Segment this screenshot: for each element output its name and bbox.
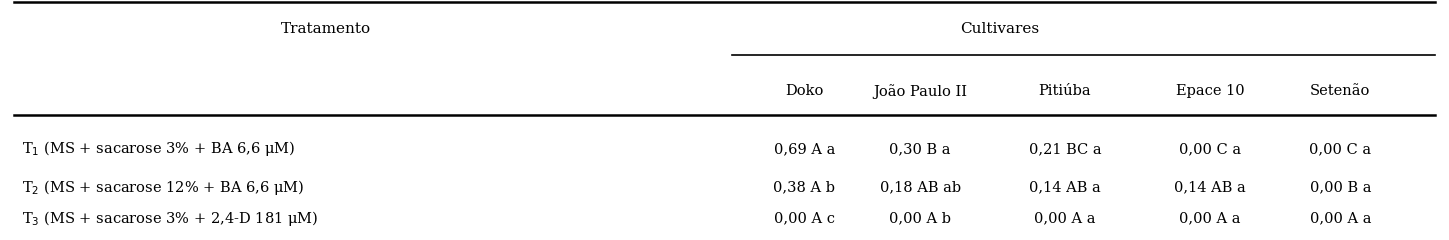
Text: 0,14 AB a: 0,14 AB a — [1029, 180, 1101, 194]
Text: João Paulo II: João Paulo II — [874, 84, 966, 99]
Text: 0,21 BC a: 0,21 BC a — [1029, 142, 1101, 156]
Text: 0,69 A a: 0,69 A a — [774, 142, 835, 156]
Text: 0,00 B a: 0,00 B a — [1310, 180, 1371, 194]
Text: 0,00 A a: 0,00 A a — [1179, 211, 1240, 225]
Text: Tratamento: Tratamento — [281, 22, 371, 36]
Text: T$_1$ (MS + sacarose 3% + BA 6,6 μM): T$_1$ (MS + sacarose 3% + BA 6,6 μM) — [22, 139, 296, 158]
Text: 0,00 C a: 0,00 C a — [1179, 142, 1240, 156]
Text: Cultivares: Cultivares — [961, 22, 1039, 36]
Text: 0,00 C a: 0,00 C a — [1310, 142, 1371, 156]
Text: 0,30 B a: 0,30 B a — [890, 142, 951, 156]
Text: 0,00 A c: 0,00 A c — [774, 211, 835, 225]
Text: T$_3$ (MS + sacarose 3% + 2,4-D 181 μM): T$_3$ (MS + sacarose 3% + 2,4-D 181 μM) — [22, 209, 319, 228]
Text: Epace 10: Epace 10 — [1175, 84, 1245, 98]
Text: T$_2$ (MS + sacarose 12% + BA 6,6 μM): T$_2$ (MS + sacarose 12% + BA 6,6 μM) — [22, 178, 304, 197]
Text: Pitiúba: Pitiúba — [1039, 84, 1091, 98]
Text: 0,00 A b: 0,00 A b — [890, 211, 951, 225]
Text: 0,00 A a: 0,00 A a — [1310, 211, 1371, 225]
Text: Doko: Doko — [785, 84, 823, 98]
Text: Setenão: Setenão — [1310, 84, 1371, 98]
Text: 0,00 A a: 0,00 A a — [1035, 211, 1095, 225]
Text: 0,14 AB a: 0,14 AB a — [1174, 180, 1246, 194]
Text: 0,18 AB ab: 0,18 AB ab — [880, 180, 961, 194]
Text: 0,38 A b: 0,38 A b — [774, 180, 835, 194]
